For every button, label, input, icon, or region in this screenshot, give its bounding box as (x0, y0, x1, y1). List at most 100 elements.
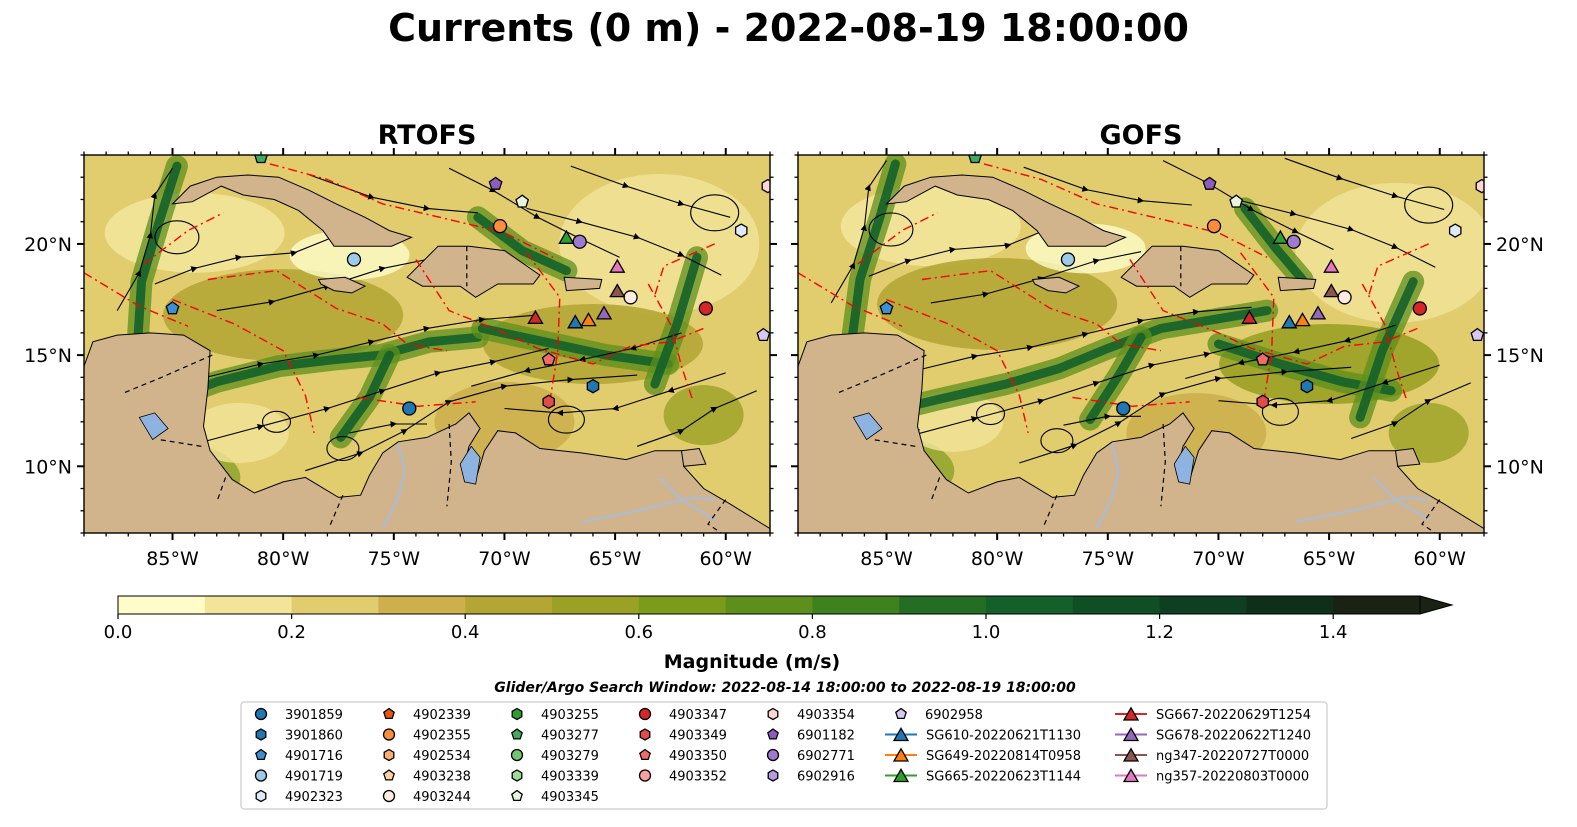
colorbar-tick-label: 1.4 (1319, 622, 1348, 643)
legend-label: 4902534 (413, 749, 471, 764)
current-jet-core (650, 252, 702, 389)
float-marker (1255, 352, 1270, 366)
streamline (1284, 157, 1445, 211)
legend-marker (511, 789, 523, 802)
colorbar-tick-label: 0.8 (798, 622, 827, 643)
colorbar-segment (118, 596, 206, 614)
legend-marker (254, 707, 268, 721)
legend-label: 4902323 (285, 790, 343, 805)
legend-label: ng357-20220803T0000 (1156, 770, 1309, 785)
float-marker (1309, 305, 1327, 320)
streamline (471, 332, 682, 387)
legend-label: 4901716 (285, 749, 343, 764)
country-border (707, 499, 727, 533)
eddy-streamline (154, 220, 200, 255)
legend-marker (639, 728, 651, 741)
colorbar-segment (1246, 596, 1334, 614)
legend-marker (510, 748, 524, 762)
panel-title-gofs: GOFS (1099, 120, 1183, 151)
legend-frame (240, 701, 1328, 810)
legend-marker (767, 769, 779, 782)
river (581, 496, 715, 523)
legend-label: SG667-20220629T1254 (1156, 708, 1311, 723)
legend-label: 6902958 (925, 708, 983, 723)
legend-marker (1122, 767, 1140, 783)
map-panel-rtofs: 85°W 80°W 75°W 70°W 65°W 60°W 20°N 15°N 10°N (24, 148, 777, 570)
float-marker (1202, 176, 1217, 190)
legend-marker (1122, 747, 1140, 762)
legend-label: SG610-20220621T1130 (926, 729, 1081, 744)
legend-marker (511, 769, 523, 782)
float-marker (1256, 394, 1269, 410)
float-marker (1272, 229, 1289, 244)
float-marker (609, 283, 626, 298)
float-marker (761, 178, 770, 194)
eddy-streamline (868, 212, 914, 247)
country-border (446, 423, 452, 507)
float-marker (1229, 194, 1244, 208)
land (406, 245, 541, 298)
lon-tick-label: 65°W (1303, 548, 1356, 570)
eez-boundary (886, 298, 1029, 434)
river (1295, 496, 1429, 523)
legend-marker (383, 707, 395, 720)
legend-marker (382, 789, 396, 803)
float-marker (1116, 401, 1131, 416)
land (798, 332, 1484, 533)
legend-marker (638, 769, 652, 782)
lon-tick-label: 85°W (146, 548, 199, 570)
streamline (504, 372, 726, 417)
legend-marker (511, 707, 523, 721)
float-marker (580, 312, 597, 327)
legend-label: 4903255 (541, 708, 599, 723)
lon-tick-label: 65°W (589, 548, 642, 570)
legend-marker (767, 728, 779, 740)
legend-marker (767, 707, 779, 721)
country-border (1043, 494, 1058, 527)
float-marker (492, 219, 508, 234)
float-marker (968, 155, 982, 164)
legend-label: 4903244 (413, 790, 471, 805)
eez-boundary (172, 298, 315, 434)
lake (138, 412, 169, 441)
eddy-streamline (1404, 186, 1454, 224)
lake (459, 445, 481, 485)
float-marker (527, 309, 544, 324)
lon-tick-label: 60°W (700, 548, 753, 570)
legend-label: 4903238 (413, 770, 471, 785)
river (658, 476, 716, 521)
streamline (305, 374, 638, 472)
legend: 3901859 3901860 4901716 4901719 4902323 49023… (240, 701, 1328, 810)
land (171, 174, 413, 247)
land (1031, 276, 1081, 294)
streamline (868, 226, 1053, 277)
streamline (1162, 160, 1334, 250)
lat-tick-label: 20°N (24, 234, 72, 256)
river (381, 443, 406, 530)
streamline (830, 160, 887, 304)
float-marker (1286, 234, 1301, 249)
lon-tick-label: 80°W (257, 548, 310, 570)
eez-boundary (526, 252, 561, 409)
land (84, 332, 770, 533)
legend-label: 6902916 (797, 770, 855, 785)
colorbar-segment (899, 596, 987, 614)
land (563, 276, 603, 292)
river (1372, 476, 1430, 521)
legend-label: SG649-20220814T0958 (926, 749, 1081, 764)
float-marker (515, 194, 530, 208)
legend-label: 4903347 (669, 708, 727, 723)
land (317, 276, 367, 294)
eez-boundary (983, 163, 1268, 258)
search-window-subtitle: Glider/Argo Search Window: 2022-08-14 18… (494, 680, 1076, 696)
lon-tick-label: 70°W (1192, 548, 1245, 570)
lat-tick-label: 15°N (1496, 345, 1544, 367)
float-marker (1412, 301, 1427, 316)
eez-boundary (1361, 283, 1408, 400)
float-marker (879, 301, 894, 315)
legend-marker (511, 728, 523, 740)
legend-label: 3901859 (285, 708, 343, 723)
float-marker (254, 155, 268, 164)
colorbar-tick-label: 0.6 (624, 622, 653, 643)
